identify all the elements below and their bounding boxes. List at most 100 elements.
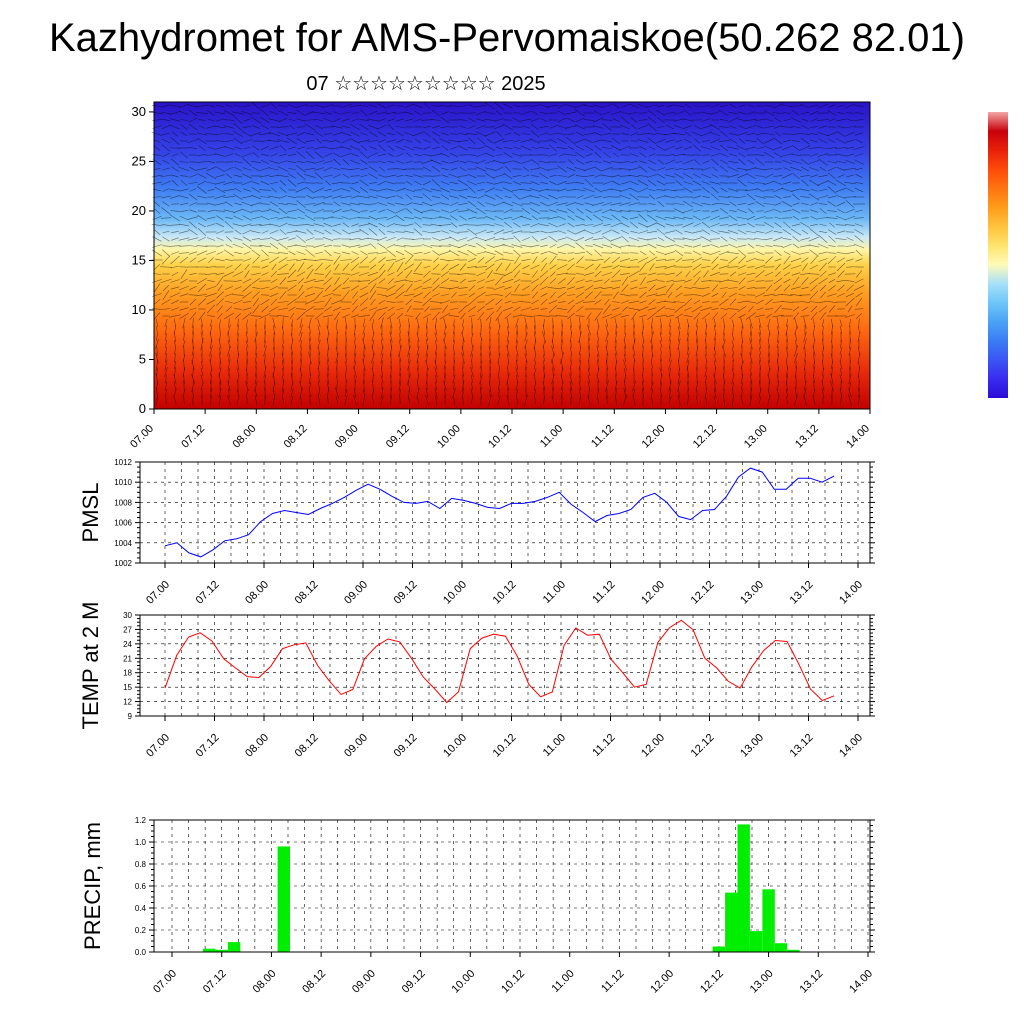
y-tick-label: 0 [139,401,146,416]
y-tick-label: 27 [123,625,132,634]
x-tick-label: 10.00 [441,579,469,607]
x-tick-label: 09.12 [400,968,428,996]
y-tick-label: 18 [123,669,132,678]
y-tick-label: 0.8 [135,860,147,869]
precip-bar [277,846,290,952]
x-tick-label: 08.12 [282,423,310,451]
y-tick-label: 30 [132,104,146,119]
y-tick-label: 24 [123,640,132,649]
x-tick-label: 08.00 [243,732,271,760]
x-tick-label: 07.12 [194,579,222,607]
x-tick-label: 13.12 [797,968,825,996]
x-tick-label: 07.12 [179,423,207,451]
panel-frame [139,461,871,564]
precip-bar [737,824,750,952]
x-tick-label: 09.12 [384,423,412,451]
x-tick-label: 08.00 [243,579,271,607]
x-tick-label: 07.00 [144,732,172,760]
x-tick-label: 12.00 [640,423,668,451]
x-tick-label: 07.12 [201,968,229,996]
x-tick-label: 12.00 [639,579,667,607]
precip-bar [203,948,216,952]
cross-section-shading [154,102,870,409]
x-tick-label: 10.12 [486,423,514,451]
y-axis-label: TEMP at 2 M [78,602,103,730]
precip-bar [712,946,725,952]
x-tick-label: 14.00 [844,423,872,451]
x-tick-label: 09.12 [392,732,420,760]
x-tick-label: 07.00 [151,968,179,996]
y-tick-label: 1012 [114,458,132,467]
x-tick-label: 07.00 [128,423,156,451]
x-tick-label: 09.00 [333,423,361,451]
chart-title: Kazhydromet for AMS-Pervomaiskoe(50.262 … [49,16,965,60]
y-tick-label: 0.2 [135,926,147,935]
x-tick-label: 13.00 [748,968,776,996]
x-tick-label: 11.00 [541,579,568,606]
x-tick-label: 10.12 [491,579,519,607]
precip-bar [725,892,738,952]
y-tick-label: 0.4 [135,904,147,913]
x-tick-label: 10.00 [449,968,477,996]
precip-bar [215,949,228,952]
y-axis-label: PMSL [78,483,103,543]
precip-bar [787,949,800,952]
x-tick-label: 13.00 [738,579,766,607]
cross-section-panel: 0 5 10 15 20 25 30 07.00 07.12 08.00 08.12 09.00 09.… [128,101,872,451]
x-tick-label: 11.12 [590,732,617,759]
y-tick-label: 15 [123,683,132,692]
x-tick-label: 13.00 [742,423,770,451]
x-tick-label: 11.00 [549,968,576,995]
x-tick-label: 09.00 [342,732,370,760]
x-tick-label: 10.12 [499,968,527,996]
y-tick-label: 1008 [114,498,132,507]
y-tick-label: 21 [123,654,132,663]
y-tick-label: 1.0 [135,838,147,847]
y-tick-label: 0.6 [135,882,147,891]
precip-bar [227,942,241,952]
y-tick-label: 5 [139,351,146,366]
grid [140,461,870,564]
y-tick-label: 1.2 [135,816,147,825]
x-tick-label: 14.00 [837,732,865,760]
x-tick-label: 13.12 [788,732,816,760]
x-tick-label: 12.00 [639,732,667,760]
y-tick-label: 20 [132,203,146,218]
x-tick-label: 07.12 [194,732,222,760]
y-axis-label: PRECIP, mm [80,822,105,950]
y-tick-label: 1004 [114,539,132,548]
x-tick-label: 10.12 [491,732,519,760]
x-tick-label: 08.12 [300,968,328,996]
wind-barbs [151,102,865,406]
y-tick-label: 25 [132,153,146,168]
series-line [164,619,835,704]
x-tick-label: 12.12 [689,579,717,607]
series-line [164,467,835,558]
x-tick-label: 14.00 [837,579,865,607]
x-tick-label: 10.00 [441,732,469,760]
colorbar [988,112,1008,398]
y-tick-label: 1006 [114,519,132,528]
grid [140,614,870,717]
y-tick-label: 12 [123,698,132,707]
x-tick-label: 09.00 [350,968,378,996]
y-tick-label: 10 [132,302,146,317]
x-tick-label: 13.12 [788,579,816,607]
x-tick-label: 09.12 [392,579,420,607]
x-tick-label: 08.00 [251,968,279,996]
precip-bar [774,943,788,952]
x-tick-label: 08.00 [230,423,258,451]
x-tick-label: 11.12 [590,579,617,606]
x-tick-label: 10.00 [435,423,463,451]
colorbar-gradient [988,112,1008,398]
x-tick-label: 12.12 [698,968,726,996]
x-tick-label: 11.12 [589,423,616,450]
x-tick-label: 12.12 [691,423,719,451]
x-tick-label: 08.12 [293,579,321,607]
x-tick-label: 08.12 [293,732,321,760]
x-tick-label: 09.00 [342,579,370,607]
x-tick-label: 11.00 [541,732,568,759]
y-tick-label: 30 [123,611,132,620]
precip-bar [749,931,763,952]
x-tick-label: 13.12 [793,423,821,451]
